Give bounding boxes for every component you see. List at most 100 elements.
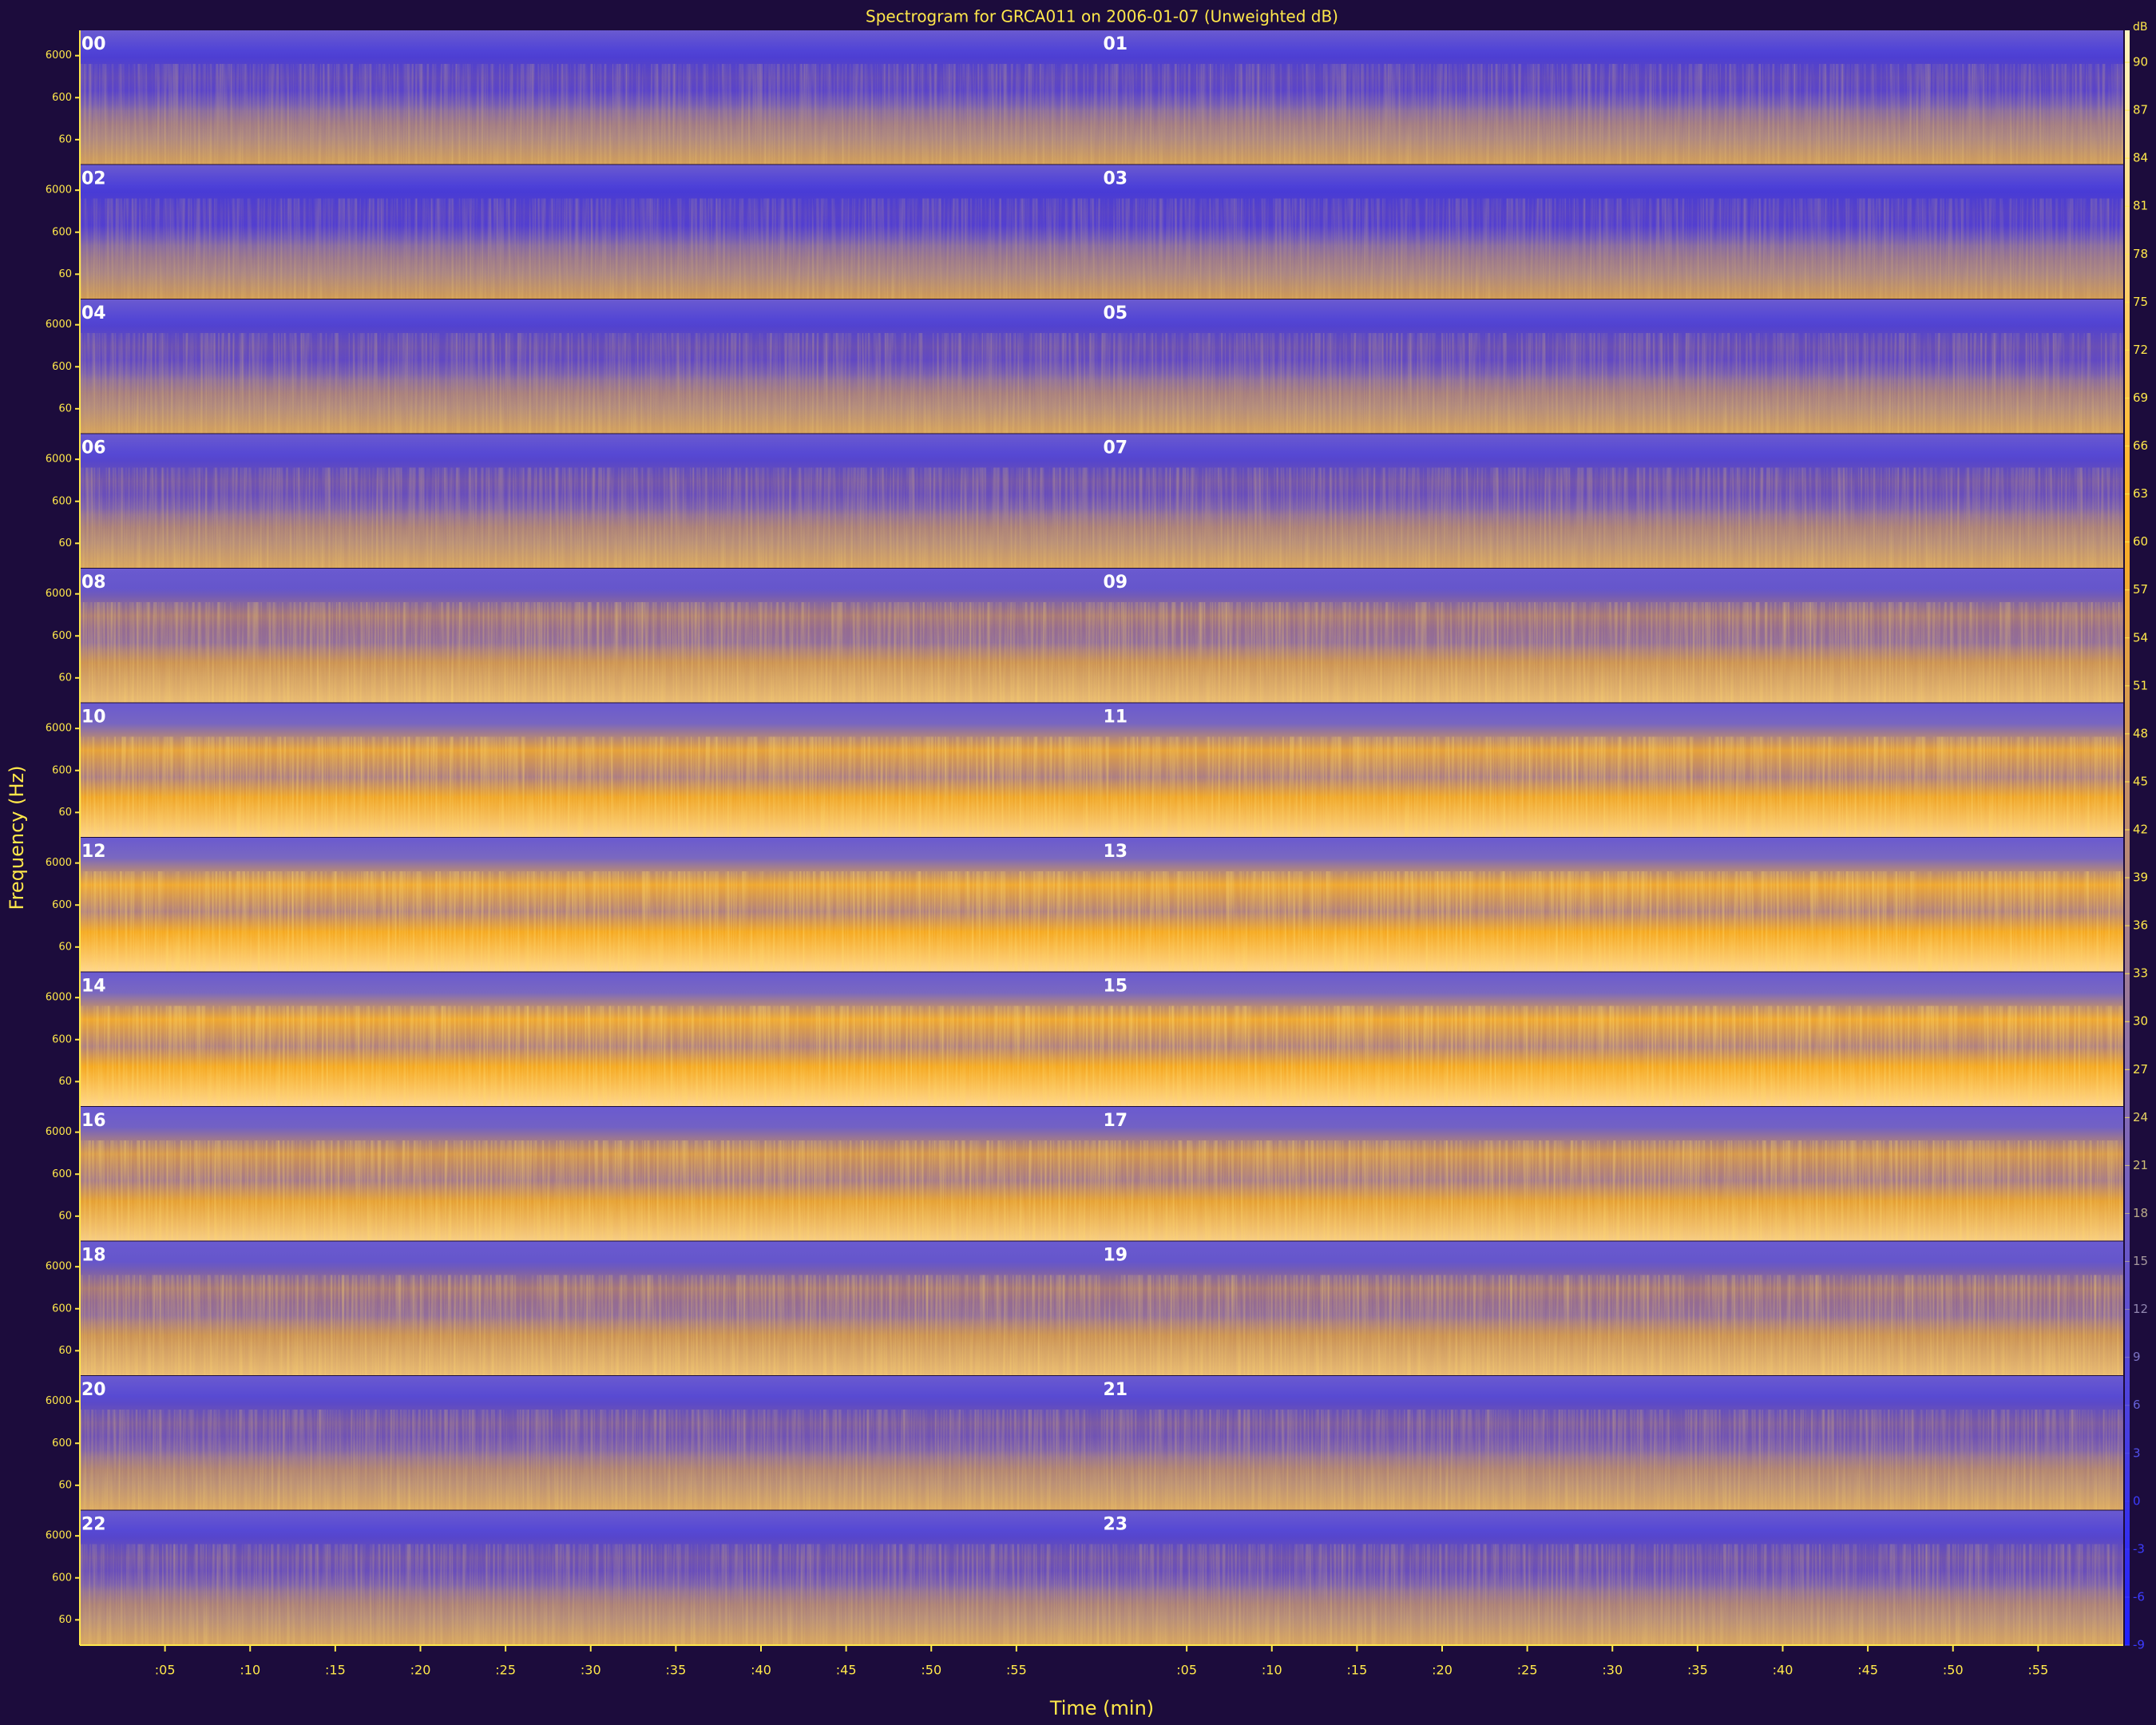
colorbar-tick-label: 72 — [2133, 343, 2148, 357]
y-tick-label: 6000 — [46, 1261, 72, 1273]
x-tick-label: :25 — [1517, 1663, 1538, 1678]
hour-label: 00 — [81, 34, 106, 54]
spectrogram-texture — [80, 1005, 2123, 1107]
hour-label: 06 — [81, 438, 106, 458]
x-tick-label: :55 — [2028, 1663, 2049, 1678]
y-tick-label: 600 — [52, 1168, 72, 1180]
colorbar-tick-label: 78 — [2133, 247, 2148, 261]
hour-label: 23 — [1104, 1515, 1128, 1535]
x-tick-label: :30 — [1602, 1663, 1623, 1678]
y-tick-label: 6000 — [46, 857, 72, 869]
x-tick-label: :05 — [155, 1663, 176, 1678]
y-tick-label: 6000 — [46, 50, 72, 61]
y-tick-label: 60 — [58, 1479, 72, 1491]
x-tick-label: :10 — [1262, 1663, 1282, 1678]
x-tick-label: :30 — [581, 1663, 601, 1678]
y-tick-label: 600 — [52, 1438, 72, 1449]
hour-label: 10 — [81, 708, 106, 728]
y-tick-label: 60 — [58, 537, 72, 549]
hour-label: 17 — [1104, 1111, 1128, 1131]
colorbar-tick-label: 24 — [2133, 1110, 2148, 1124]
spectrogram-texture — [80, 1544, 2123, 1645]
x-tick-label: :45 — [836, 1663, 857, 1678]
x-tick-label: :40 — [1773, 1663, 1793, 1678]
y-tick-label: 6000 — [46, 723, 72, 735]
hour-label: 18 — [81, 1246, 106, 1266]
colorbar-tick-label: -6 — [2133, 1589, 2145, 1604]
hour-label: 12 — [81, 842, 106, 862]
hour-label: 07 — [1104, 438, 1128, 458]
hour-label: 09 — [1104, 573, 1128, 593]
x-tick-label: :40 — [751, 1663, 771, 1678]
hour-label: 14 — [81, 977, 106, 997]
colorbar-tick-label: 75 — [2133, 295, 2148, 309]
hour-label: 15 — [1104, 977, 1128, 997]
hour-label: 16 — [81, 1111, 106, 1131]
hour-label: 20 — [81, 1380, 106, 1400]
x-tick-label: :15 — [1347, 1663, 1368, 1678]
y-tick-label: 6000 — [46, 1395, 72, 1407]
x-tick-label: :15 — [325, 1663, 346, 1678]
x-tick-label: :25 — [495, 1663, 516, 1678]
colorbar-tick-label: 30 — [2133, 1014, 2148, 1029]
colorbar-tick-label: 42 — [2133, 822, 2148, 836]
y-tick-label: 600 — [52, 764, 72, 776]
x-tick-label: :20 — [1432, 1663, 1453, 1678]
hour-label: 08 — [81, 573, 106, 593]
y-tick-label: 60 — [58, 807, 72, 819]
y-tick-label: 6000 — [46, 454, 72, 466]
colorbar-tick-label: 12 — [2133, 1302, 2148, 1316]
y-tick-label: 6000 — [46, 992, 72, 1004]
colorbar-tick-label: 54 — [2133, 630, 2148, 644]
colorbar-tick-label: 36 — [2133, 918, 2148, 933]
hour-label: 05 — [1104, 303, 1128, 323]
y-tick-label: 600 — [52, 226, 72, 238]
y-tick-label: 600 — [52, 361, 72, 373]
spectrogram-texture — [80, 333, 2123, 434]
y-tick-label: 600 — [52, 899, 72, 911]
y-tick-label: 6000 — [46, 1530, 72, 1542]
x-tick-label: :55 — [1006, 1663, 1027, 1678]
hour-label: 13 — [1104, 842, 1128, 862]
y-tick-label: 60 — [58, 1614, 72, 1626]
colorbar-tick-label: 63 — [2133, 486, 2148, 501]
y-tick-label: 600 — [52, 495, 72, 507]
colorbar-tick-label: 48 — [2133, 726, 2148, 740]
colorbar-tick-label: 51 — [2133, 678, 2148, 692]
hour-label: 03 — [1104, 169, 1128, 189]
spectrogram-texture — [80, 602, 2123, 704]
spectrogram-texture — [80, 467, 2123, 569]
x-tick-label: :35 — [666, 1663, 687, 1678]
y-tick-label: 6000 — [46, 319, 72, 331]
y-tick-label: 600 — [52, 1033, 72, 1045]
spectrogram-texture — [80, 1140, 2123, 1242]
hour-label: 21 — [1104, 1380, 1128, 1400]
colorbar-tick-label: 6 — [2133, 1398, 2141, 1412]
x-tick-label: :10 — [240, 1663, 260, 1678]
colorbar-tick-label: 27 — [2133, 1062, 2148, 1077]
y-tick-label: 6000 — [46, 588, 72, 600]
colorbar-tick-label: 87 — [2133, 103, 2148, 117]
spectrogram-texture — [80, 871, 2123, 973]
spectrogram-texture — [80, 1410, 2123, 1511]
colorbar-tick-label: 9 — [2133, 1350, 2141, 1364]
spectrogram-texture — [80, 198, 2123, 299]
colorbar-tick-label: 18 — [2133, 1206, 2148, 1220]
y-tick-label: 60 — [58, 672, 72, 684]
colorbar-tick-label: 81 — [2133, 199, 2148, 213]
y-tick-label: 60 — [58, 1076, 72, 1088]
colorbar-label: dB — [2133, 21, 2148, 34]
y-tick-label: 6000 — [46, 1126, 72, 1138]
y-tick-label: 60 — [58, 1210, 72, 1222]
y-tick-label: 60 — [58, 1345, 72, 1357]
hour-label: 19 — [1104, 1246, 1128, 1266]
colorbar-tick-label: 90 — [2133, 55, 2148, 69]
hour-label: 01 — [1104, 34, 1128, 54]
colorbar-tick-label: 33 — [2133, 966, 2148, 981]
x-axis-label: Time (min) — [1049, 1697, 1154, 1719]
colorbar-tick-label: 84 — [2133, 151, 2148, 165]
colorbar-tick-label: 15 — [2133, 1254, 2148, 1268]
chart-title: Spectrogram for GRCA011 on 2006-01-07 (U… — [866, 7, 1338, 26]
